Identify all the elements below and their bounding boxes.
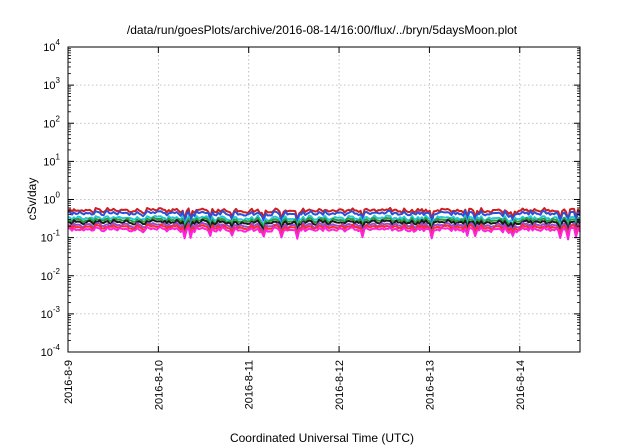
y-tick-label-exponent: 0 — [56, 191, 61, 200]
y-tick-label-base: 10 — [43, 195, 55, 207]
y-tick-label-exponent: -1 — [53, 229, 61, 238]
y-tick-label-exponent: -4 — [53, 343, 61, 352]
y-tick-label-base: 10 — [41, 271, 53, 283]
y-tick-label: 10-2 — [41, 267, 61, 283]
y-tick-label: 10-1 — [41, 229, 61, 245]
y-tick-label-base: 10 — [41, 309, 53, 321]
y-tick-label-base: 10 — [43, 42, 55, 54]
y-tick-label-exponent: -3 — [53, 305, 61, 314]
y-tick-label: 104 — [43, 38, 60, 54]
series-line — [67, 218, 581, 234]
y-tick-label-base: 10 — [43, 118, 55, 130]
chart-title: /data/run/goesPlots/archive/2016-08-14/1… — [127, 23, 518, 37]
y-tick-label: 103 — [43, 76, 60, 92]
x-tick-label: 2016-8-9 — [63, 360, 75, 404]
x-tick-label: 2016-8-14 — [515, 360, 527, 410]
y-tick-label-exponent: 3 — [56, 76, 61, 85]
y-tick-label: 100 — [43, 191, 60, 207]
x-axis-ticks: 2016-8-9 2016-8-10 2016-8-11 2016-8-12 2016-… — [63, 47, 527, 410]
y-tick-label: 101 — [43, 152, 60, 168]
y-tick-label-exponent: 1 — [56, 152, 61, 161]
y-tick-label-base: 10 — [43, 156, 55, 168]
y-tick-label: 10-4 — [41, 343, 61, 359]
y-tick-label-base: 10 — [41, 233, 53, 245]
y-tick-label-exponent: -2 — [53, 267, 61, 276]
grid-lines — [68, 47, 580, 352]
x-tick-label: 2016-8-13 — [424, 360, 436, 410]
y-tick-label-base: 10 — [43, 80, 55, 92]
x-axis-label: Coordinated Universal Time (UTC) — [230, 431, 414, 445]
y-tick-label-base: 10 — [41, 347, 53, 359]
series-lines — [67, 206, 581, 241]
y-tick-label: 10-3 — [41, 305, 61, 321]
y-tick-label-exponent: 2 — [56, 114, 61, 123]
x-tick-label: 2016-8-11 — [244, 360, 256, 409]
x-tick-label: 2016-8-10 — [153, 360, 165, 410]
x-tick-label: 2016-8-12 — [334, 360, 346, 410]
series-line — [67, 225, 581, 241]
y-axis-label: cSv/day — [25, 178, 39, 221]
series-line — [67, 216, 581, 231]
y-tick-label: 102 — [43, 114, 60, 130]
y-tick-label-exponent: 4 — [56, 38, 61, 47]
series-line — [67, 209, 581, 224]
